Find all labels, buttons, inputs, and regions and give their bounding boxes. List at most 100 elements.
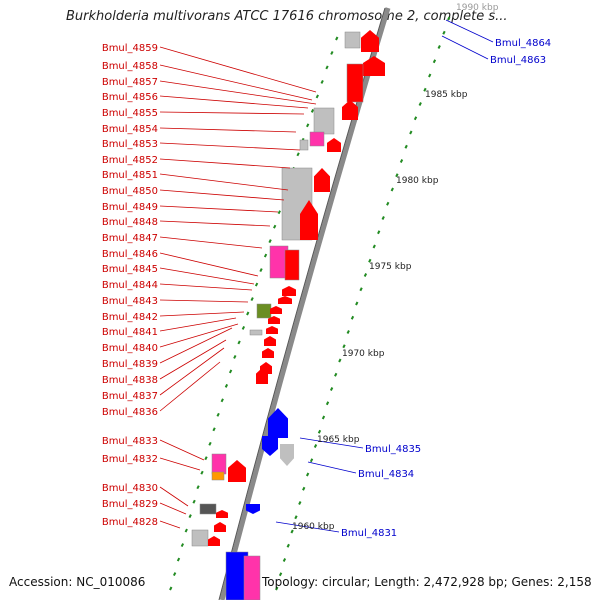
gene-block xyxy=(243,555,261,600)
gene-arrow xyxy=(268,408,288,438)
gene-label-left: Bmul_4858 xyxy=(102,61,158,72)
scale-tick xyxy=(423,87,427,92)
gene-label-left: Bmul_4837 xyxy=(102,391,158,402)
gene-label-left: Bmul_4850 xyxy=(102,186,158,197)
gene-label-left: Bmul_4836 xyxy=(102,407,158,418)
label-connector xyxy=(159,189,285,201)
label-layer: 1990 kbp 1985 kbp 1980 kbp 1975 kbp 1970 kbp… xyxy=(102,3,551,539)
inner-tick xyxy=(296,152,300,157)
gene-arrow xyxy=(264,336,276,346)
gene-block xyxy=(256,303,272,319)
gene-label-right: Bmul_4863 xyxy=(490,55,546,66)
scale-tick xyxy=(329,387,334,391)
gene-arrow xyxy=(300,200,318,240)
scale-tick xyxy=(334,372,338,377)
scale-tick xyxy=(381,216,385,220)
scale-tick xyxy=(437,45,441,49)
scale-tick xyxy=(413,116,418,121)
scale-tick xyxy=(355,301,359,306)
gene-label-left: Bmul_4830 xyxy=(102,483,158,494)
inner-tick xyxy=(212,427,216,432)
scale-tick xyxy=(428,73,432,78)
label-connector xyxy=(275,521,340,533)
gene-arrow xyxy=(342,100,358,120)
gene-label-right: Bmul_4835 xyxy=(365,444,421,455)
gene-block xyxy=(284,249,300,281)
scale-tick xyxy=(321,415,326,420)
inner-tick xyxy=(250,297,254,301)
gene-label-left: Bmul_4833 xyxy=(102,436,158,447)
inner-tick xyxy=(172,572,177,576)
inner-tick xyxy=(325,65,329,70)
gene-arrow xyxy=(268,316,280,324)
label-connector xyxy=(307,461,357,474)
label-connector xyxy=(159,158,291,169)
gene-arrow xyxy=(256,368,268,384)
scale-tick xyxy=(286,543,290,548)
label-connector xyxy=(159,339,227,380)
gene-arrow xyxy=(361,30,379,52)
inner-tick xyxy=(188,514,192,519)
gene-block xyxy=(313,107,335,135)
inner-tick xyxy=(233,354,237,359)
gene-label-left: Bmul_4844 xyxy=(102,280,158,291)
label-connector xyxy=(159,46,317,93)
scale-tick xyxy=(442,30,446,35)
gene-arrow xyxy=(327,138,341,152)
chromosome-backbone xyxy=(219,7,391,600)
label-connector xyxy=(159,220,271,227)
label-connector xyxy=(159,64,313,101)
label-connector xyxy=(159,80,317,105)
gene-label-right: Bmul_4831 xyxy=(341,528,397,539)
scale-tick xyxy=(342,344,346,349)
label-connector xyxy=(159,173,289,191)
inner-tick xyxy=(192,499,196,504)
gene-arrow xyxy=(262,436,278,456)
inner-tick xyxy=(176,557,181,562)
scale-tick xyxy=(377,230,381,235)
inner-tick xyxy=(184,528,188,533)
gene-label-right: Bmul_4864 xyxy=(495,38,551,49)
scale-tick xyxy=(386,201,390,206)
gene-label-left: Bmul_4846 xyxy=(102,249,158,260)
label-connector xyxy=(445,19,494,43)
scale-tick xyxy=(399,159,404,163)
scale-tick xyxy=(278,572,283,577)
gene-arrow xyxy=(314,168,330,192)
label-connector xyxy=(159,327,233,364)
scale-tick xyxy=(338,358,342,363)
gene-arrow xyxy=(280,444,294,466)
gene-label-left: Bmul_4848 xyxy=(102,217,158,228)
gene-block xyxy=(299,139,309,151)
gene-arrow xyxy=(278,296,292,304)
accession-label: Accession: NC_010086 xyxy=(9,575,146,589)
label-connector xyxy=(159,299,249,303)
scale-tick xyxy=(298,501,302,505)
scale-tick xyxy=(447,16,451,21)
gene-label-left: Bmul_4857 xyxy=(102,77,158,88)
scale-tick xyxy=(294,515,298,520)
gene-arrow xyxy=(216,510,228,518)
scale-tick xyxy=(432,59,437,64)
gene-block xyxy=(211,471,225,481)
label-connector xyxy=(159,439,205,461)
inner-tick xyxy=(330,51,334,55)
scale-tick xyxy=(309,458,314,463)
label-connector xyxy=(159,267,255,285)
inner-tick xyxy=(208,441,212,446)
kbp-label: 1965 kbp xyxy=(317,435,360,445)
scale-tick xyxy=(313,444,318,448)
gene-block xyxy=(191,529,209,547)
kbp-label: 1960 kbp xyxy=(292,522,335,532)
gene-label-right: Bmul_4834 xyxy=(358,469,414,480)
kbp-label: 1970 kbp xyxy=(342,349,385,359)
label-connector xyxy=(299,437,364,449)
gene-block xyxy=(249,329,263,336)
scale-tick xyxy=(409,130,413,135)
gene-label-left: Bmul_4854 xyxy=(102,124,158,135)
inner-tick xyxy=(310,108,315,113)
label-connector xyxy=(159,361,221,412)
scale-tick xyxy=(372,244,376,249)
inner-tick xyxy=(273,224,277,229)
